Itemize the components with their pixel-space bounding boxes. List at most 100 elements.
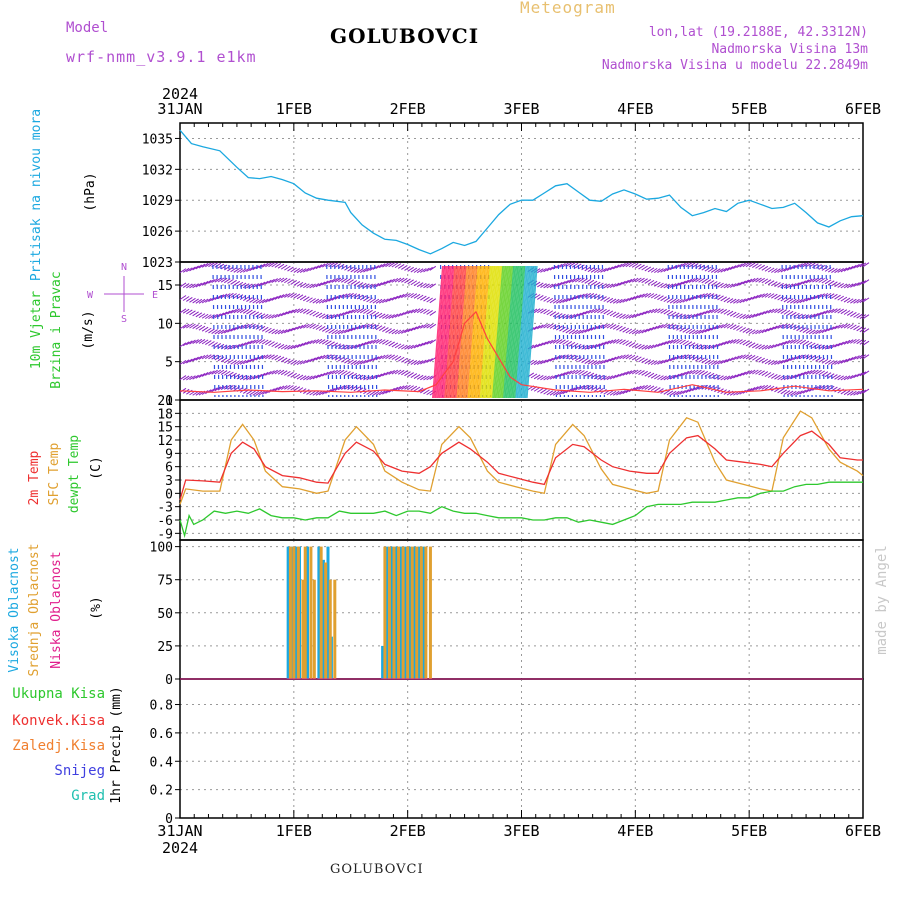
temp-2m-line — [179, 430, 863, 501]
wind-barb — [353, 268, 361, 273]
wind-barb — [347, 292, 354, 298]
wind-barb — [401, 293, 408, 299]
wind-barb — [252, 265, 260, 271]
wind-barb — [606, 375, 614, 381]
wind-barb — [359, 308, 367, 314]
wind-barb — [378, 281, 386, 287]
wind-barb — [710, 325, 718, 331]
wind-barb — [268, 297, 275, 302]
wind-barb — [211, 369, 218, 375]
wind-barb — [827, 308, 835, 314]
wind-barb — [663, 340, 671, 346]
wind-barb — [682, 370, 690, 376]
wind-barb — [223, 310, 231, 316]
wind-barb — [622, 389, 629, 395]
wind-barb — [189, 339, 196, 345]
wind-barb — [252, 374, 260, 380]
wind-barb — [831, 268, 838, 273]
wind-barb — [742, 328, 750, 333]
y-tick-label: 0.4 — [150, 755, 174, 770]
wind-barb — [315, 312, 323, 318]
temp-unit-label: (C) — [89, 456, 104, 479]
wind-barb — [350, 280, 358, 286]
wind-barb — [299, 268, 307, 273]
wind-barb — [385, 314, 392, 320]
y-tick-label: 0 — [165, 487, 173, 502]
wind-barb — [764, 344, 772, 350]
wind-barb — [774, 324, 781, 330]
wind-barb — [597, 268, 604, 274]
wind-barb — [246, 389, 253, 395]
wind-barb-strong — [500, 265, 512, 399]
wind-barb — [201, 280, 209, 286]
wind-barb — [423, 283, 430, 289]
wind-barb-strong — [466, 265, 478, 399]
wind-barb-band — [691, 264, 695, 398]
wind-barb — [410, 373, 418, 379]
wind-barb — [549, 311, 557, 317]
wind-barb-band — [671, 264, 675, 398]
wind-barb — [559, 326, 566, 332]
wind-barb — [208, 278, 215, 284]
cloud-bar — [292, 546, 296, 679]
wind-barb — [186, 323, 193, 329]
wind-barb — [843, 323, 851, 329]
wind-barb — [625, 297, 633, 302]
wind-barb — [385, 340, 392, 346]
wind-barb — [726, 298, 734, 303]
wind-barb — [186, 309, 193, 315]
wind-barb — [306, 267, 313, 272]
wind-barb — [322, 280, 329, 286]
precip-legend-1: Konvek.Kisa — [12, 713, 105, 729]
wind-barb — [211, 387, 218, 393]
wind-barb — [290, 344, 297, 350]
wind-barb-strong — [453, 265, 466, 399]
wind-barb — [537, 342, 544, 348]
wind-barb — [783, 309, 791, 315]
wind-barb — [280, 277, 288, 283]
wind-barb — [821, 266, 829, 271]
wind-barb — [606, 357, 614, 363]
y-tick-label: 1023 — [142, 256, 173, 271]
wind-barb — [808, 386, 816, 392]
wind-barb — [827, 385, 835, 391]
wind-barb — [299, 308, 307, 314]
wind-barb — [831, 281, 838, 287]
wind-barb — [786, 339, 794, 345]
wind-barb — [758, 329, 765, 334]
wind-barb — [540, 308, 547, 314]
wind-barb — [309, 339, 316, 345]
wind-barb — [663, 389, 671, 395]
wind-barb — [682, 314, 690, 320]
wind-barb — [205, 279, 212, 285]
wind-barb-band — [553, 264, 558, 398]
model-name: wrf-nmm_v3.9.1 e1km — [66, 48, 257, 66]
wind-barb — [612, 390, 620, 396]
wind-barb — [416, 374, 424, 380]
wind-barb — [372, 283, 380, 288]
wind-barb — [650, 293, 658, 299]
wind-barb — [359, 268, 367, 273]
wind-barb — [793, 338, 800, 344]
wind-barb — [856, 390, 863, 396]
wind-barb — [862, 297, 870, 303]
wind-barb — [578, 370, 585, 375]
wind-barb — [385, 354, 392, 360]
wind-barb — [654, 281, 661, 287]
wind-barb — [606, 297, 614, 303]
wind-barb — [239, 359, 247, 365]
wind-barb — [426, 297, 433, 303]
wind-barb — [676, 390, 683, 396]
wind-barb — [530, 360, 538, 365]
wind-barb — [366, 266, 373, 272]
wind-barb — [644, 385, 652, 390]
wind-barb — [350, 373, 358, 378]
x-tick-label-top: 1FEB — [276, 100, 312, 118]
wind-barb — [331, 369, 339, 375]
wind-barb — [568, 278, 576, 284]
wind-barb — [584, 266, 592, 272]
wind-barb — [663, 283, 671, 289]
wind-barb — [192, 311, 199, 317]
wind-barb — [372, 298, 380, 304]
wind-barb — [654, 343, 661, 348]
